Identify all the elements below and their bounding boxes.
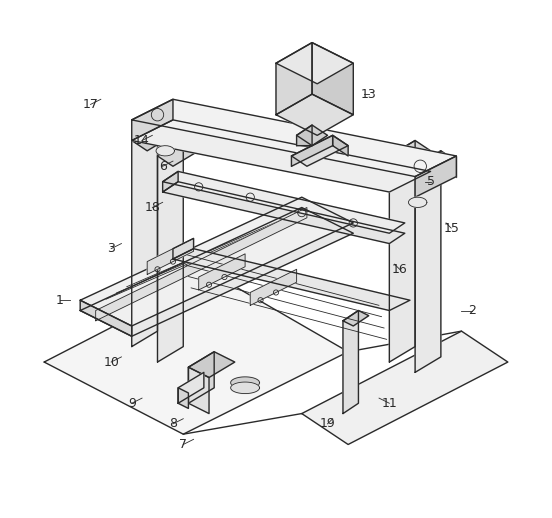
Polygon shape xyxy=(250,269,296,306)
Polygon shape xyxy=(132,125,157,347)
Polygon shape xyxy=(44,275,348,434)
Text: 17: 17 xyxy=(83,98,98,111)
Polygon shape xyxy=(188,352,235,378)
Polygon shape xyxy=(296,125,312,146)
Polygon shape xyxy=(132,99,457,177)
Polygon shape xyxy=(291,135,333,166)
Polygon shape xyxy=(333,135,348,156)
Polygon shape xyxy=(80,300,132,336)
Polygon shape xyxy=(147,238,194,275)
Text: 16: 16 xyxy=(392,263,407,276)
Text: 9: 9 xyxy=(128,397,136,410)
Polygon shape xyxy=(80,197,353,326)
Text: 15: 15 xyxy=(443,222,459,235)
Polygon shape xyxy=(163,182,405,243)
Polygon shape xyxy=(163,171,405,233)
Polygon shape xyxy=(276,42,312,115)
Text: 19: 19 xyxy=(320,418,336,430)
Polygon shape xyxy=(408,197,427,208)
Text: 5: 5 xyxy=(427,175,434,188)
Polygon shape xyxy=(163,171,178,192)
Polygon shape xyxy=(132,120,431,192)
Text: 6: 6 xyxy=(159,160,167,173)
Polygon shape xyxy=(173,249,410,310)
Polygon shape xyxy=(95,208,307,321)
Text: 8: 8 xyxy=(169,418,177,430)
Polygon shape xyxy=(389,140,415,362)
Polygon shape xyxy=(157,140,183,362)
Polygon shape xyxy=(156,146,174,156)
Polygon shape xyxy=(80,208,353,336)
Text: 11: 11 xyxy=(381,397,397,410)
Polygon shape xyxy=(343,310,358,413)
Polygon shape xyxy=(188,367,209,413)
Text: 18: 18 xyxy=(145,201,160,214)
Polygon shape xyxy=(188,352,214,403)
Polygon shape xyxy=(415,151,457,177)
Polygon shape xyxy=(178,388,188,408)
Polygon shape xyxy=(199,254,245,290)
Polygon shape xyxy=(157,140,199,166)
Text: 3: 3 xyxy=(107,242,115,255)
Polygon shape xyxy=(312,42,353,115)
Text: 2: 2 xyxy=(468,304,476,317)
Text: 14: 14 xyxy=(134,134,150,147)
Polygon shape xyxy=(302,331,508,444)
Polygon shape xyxy=(389,140,431,166)
Polygon shape xyxy=(132,99,173,140)
Polygon shape xyxy=(343,310,369,326)
Polygon shape xyxy=(132,125,173,151)
Polygon shape xyxy=(173,238,194,259)
Polygon shape xyxy=(296,125,327,146)
Polygon shape xyxy=(276,42,353,84)
Text: 10: 10 xyxy=(103,355,119,368)
Polygon shape xyxy=(415,151,441,372)
Polygon shape xyxy=(276,94,353,135)
Text: 13: 13 xyxy=(361,88,376,100)
Polygon shape xyxy=(415,156,457,197)
Text: 7: 7 xyxy=(179,438,187,451)
Polygon shape xyxy=(291,135,348,166)
Polygon shape xyxy=(231,382,259,394)
Polygon shape xyxy=(231,377,259,388)
Polygon shape xyxy=(178,372,204,403)
Text: 1: 1 xyxy=(56,294,63,307)
